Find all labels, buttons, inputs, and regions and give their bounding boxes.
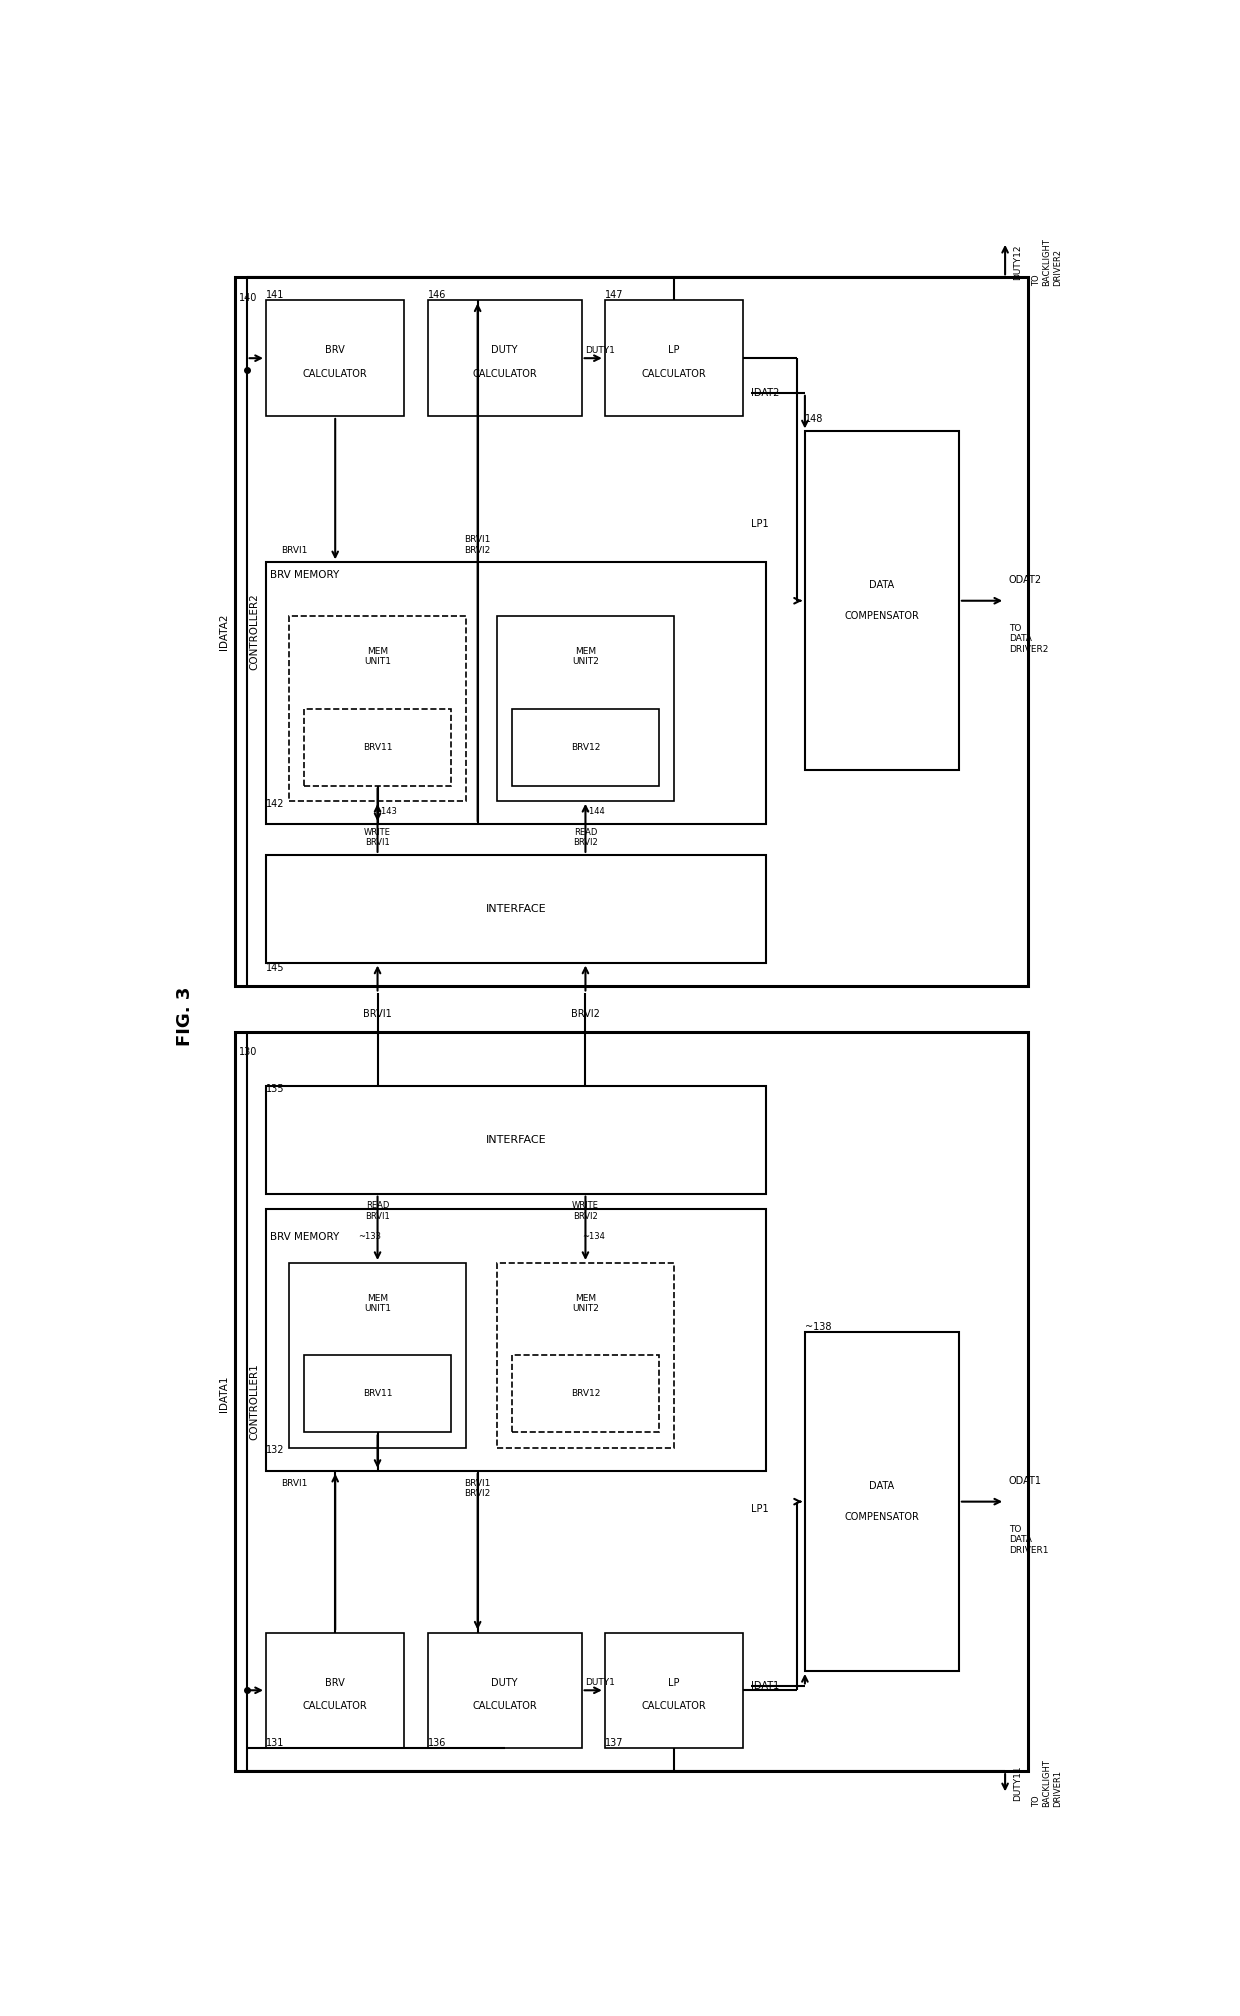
Text: ~138: ~138 [805,1322,831,1333]
Text: DUTY: DUTY [491,345,518,355]
Text: 145: 145 [265,964,284,972]
Text: COMPENSATOR: COMPENSATOR [844,1512,919,1522]
Text: READ
BRVI1: READ BRVI1 [365,1202,389,1222]
Text: BRV11: BRV11 [363,742,392,752]
Text: LP: LP [668,345,680,355]
Text: CALCULATOR: CALCULATOR [472,369,537,379]
Text: 148: 148 [805,413,823,423]
Text: WRITE
BRVI2: WRITE BRVI2 [572,1202,599,1222]
Bar [512,708,658,786]
Text: ~144: ~144 [582,806,605,816]
Bar [236,1032,1028,1772]
Text: 130: 130 [239,1048,258,1056]
Text: DATA: DATA [869,1482,894,1492]
Bar [289,617,466,800]
Text: CALCULATOR: CALCULATOR [303,369,367,379]
Text: DATA: DATA [869,581,894,591]
Text: INTERFACE: INTERFACE [486,1135,547,1145]
Text: ~133: ~133 [358,1232,382,1242]
Text: CALCULATOR: CALCULATOR [641,1702,707,1712]
Text: BRVI1: BRVI1 [281,546,308,554]
Bar [512,1355,658,1431]
Text: BRV12: BRV12 [570,742,600,752]
Text: 140: 140 [239,292,258,302]
Text: MEM
UNIT1: MEM UNIT1 [365,1294,391,1312]
Text: BRV MEMORY: BRV MEMORY [270,571,339,581]
Bar [805,431,959,770]
Bar [605,1633,743,1748]
Text: ~143: ~143 [373,806,397,816]
Bar [265,300,404,415]
Text: IDATA2: IDATA2 [218,613,228,649]
Text: BRVI1: BRVI1 [281,1478,308,1488]
Text: TO
DATA
DRIVER2: TO DATA DRIVER2 [1009,623,1048,653]
Bar [805,1333,959,1671]
Text: CALCULATOR: CALCULATOR [472,1702,537,1712]
Text: DUTY12: DUTY12 [1013,244,1022,280]
Bar [497,1262,675,1447]
Text: DUTY1: DUTY1 [585,347,615,355]
Text: CONTROLLER1: CONTROLLER1 [249,1363,259,1439]
Text: MEM
UNIT1: MEM UNIT1 [365,647,391,667]
Text: MEM
UNIT2: MEM UNIT2 [572,647,599,667]
Text: LP: LP [668,1677,680,1687]
Text: TO
BACKLIGHT
DRIVER2: TO BACKLIGHT DRIVER2 [1032,238,1061,286]
Text: BRVI1: BRVI1 [363,1008,392,1018]
Text: LP1: LP1 [751,518,769,528]
Text: BRV: BRV [325,1677,345,1687]
Text: COMPENSATOR: COMPENSATOR [844,611,919,621]
Bar [289,1262,466,1447]
Text: 141: 141 [265,290,284,300]
Text: IDAT2: IDAT2 [751,387,780,397]
Text: 146: 146 [428,290,446,300]
Bar [236,278,1028,986]
Text: LP1: LP1 [751,1504,769,1514]
Text: INTERFACE: INTERFACE [486,903,547,913]
Text: READ
BRVI2: READ BRVI2 [573,829,598,847]
Text: BRV MEMORY: BRV MEMORY [270,1232,339,1242]
Text: 142: 142 [265,798,284,808]
Text: DUTY11: DUTY11 [1013,1764,1022,1800]
Text: BRVI1
BRVI2: BRVI1 BRVI2 [465,1478,491,1498]
Bar [304,1355,450,1431]
Text: 131: 131 [265,1738,284,1748]
Text: 135: 135 [265,1083,284,1093]
Text: IDAT1: IDAT1 [751,1681,779,1691]
Text: CALCULATOR: CALCULATOR [303,1702,367,1712]
Bar [265,1210,766,1472]
Text: DUTY1: DUTY1 [585,1677,615,1687]
Text: TO
BACKLIGHT
DRIVER1: TO BACKLIGHT DRIVER1 [1032,1758,1061,1806]
Text: ODAT2: ODAT2 [1009,575,1042,585]
Bar [497,617,675,800]
Text: CONTROLLER2: CONTROLLER2 [249,593,259,669]
Text: 132: 132 [265,1445,284,1456]
Text: FIG. 3: FIG. 3 [176,988,193,1046]
Text: MEM
UNIT2: MEM UNIT2 [572,1294,599,1312]
Text: IDATA1: IDATA1 [218,1375,228,1411]
Text: 136: 136 [428,1738,446,1748]
Text: 147: 147 [605,290,624,300]
Bar [265,855,766,964]
Text: TO
DATA
DRIVER1: TO DATA DRIVER1 [1009,1524,1049,1554]
Text: CALCULATOR: CALCULATOR [641,369,707,379]
Bar [265,1633,404,1748]
Bar [605,300,743,415]
Text: BRV: BRV [325,345,345,355]
Bar [428,300,582,415]
Bar [428,1633,582,1748]
Bar [265,562,766,825]
Text: BRVI1
BRVI2: BRVI1 BRVI2 [465,534,491,554]
Text: WRITE
BRVI1: WRITE BRVI1 [365,829,391,847]
Bar [304,708,450,786]
Text: ~134: ~134 [582,1232,605,1242]
Text: ODAT1: ODAT1 [1009,1476,1042,1486]
Bar [265,1087,766,1193]
Text: BRVI2: BRVI2 [570,1008,600,1018]
Text: 137: 137 [605,1738,624,1748]
Text: BRV12: BRV12 [570,1389,600,1399]
Text: BRV11: BRV11 [363,1389,392,1399]
Text: DUTY: DUTY [491,1677,518,1687]
